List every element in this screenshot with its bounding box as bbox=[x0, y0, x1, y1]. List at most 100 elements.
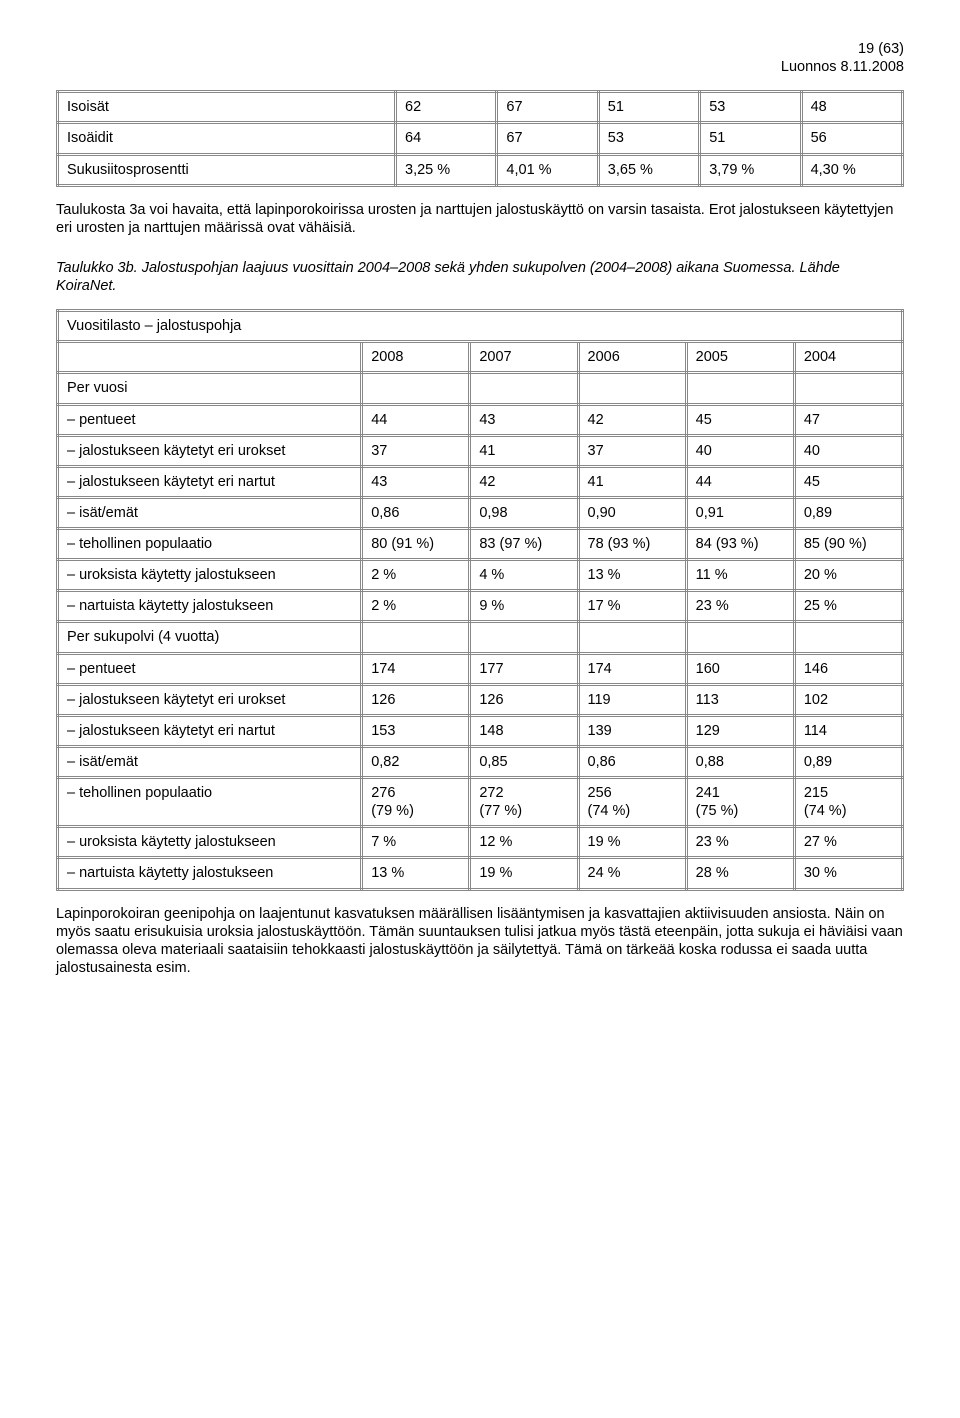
row-label: – jalostukseen käytetyt eri urokset bbox=[58, 684, 362, 715]
cell: 27 % bbox=[794, 827, 902, 858]
cell: 51 bbox=[598, 92, 699, 123]
year-header: 2005 bbox=[686, 342, 794, 373]
cell-blank bbox=[362, 373, 470, 404]
cell: 41 bbox=[470, 435, 578, 466]
cell: 78 (93 %) bbox=[578, 529, 686, 560]
table-row: – tehollinen populaatio276 (79 %)272 (77… bbox=[58, 778, 903, 827]
cell: 53 bbox=[598, 123, 699, 154]
cell: 25 % bbox=[794, 591, 902, 622]
cell: 62 bbox=[396, 92, 497, 123]
cell: 43 bbox=[470, 404, 578, 435]
cell: 0,98 bbox=[470, 497, 578, 528]
cell: 13 % bbox=[362, 858, 470, 889]
cell-blank bbox=[686, 622, 794, 653]
cell-blank bbox=[686, 373, 794, 404]
table-row: – pentueet4443424547 bbox=[58, 404, 903, 435]
cell: 0,90 bbox=[578, 497, 686, 528]
cell: 12 % bbox=[470, 827, 578, 858]
cell: 40 bbox=[794, 435, 902, 466]
cell-blank bbox=[578, 373, 686, 404]
cell: 2 % bbox=[362, 560, 470, 591]
cell: 174 bbox=[578, 653, 686, 684]
table-row: – jalostukseen käytetyt eri urokset37413… bbox=[58, 435, 903, 466]
row-label: – nartuista käytetty jalostukseen bbox=[58, 858, 362, 889]
cell: 0,89 bbox=[794, 746, 902, 777]
cell: 9 % bbox=[470, 591, 578, 622]
cell: 113 bbox=[686, 684, 794, 715]
cell: 37 bbox=[578, 435, 686, 466]
row-label: – jalostukseen käytetyt eri nartut bbox=[58, 715, 362, 746]
cell: 30 % bbox=[794, 858, 902, 889]
cell: 40 bbox=[686, 435, 794, 466]
cell: 43 bbox=[362, 466, 470, 497]
table-row: – nartuista käytetty jalostukseen13 %19 … bbox=[58, 858, 903, 889]
paragraph-1: Taulukosta 3a voi havaita, että lapinpor… bbox=[56, 201, 904, 237]
cell: 3,79 % bbox=[700, 154, 801, 185]
cell-blank bbox=[362, 622, 470, 653]
cell: 23 % bbox=[686, 591, 794, 622]
table-row: Vuositilasto – jalostuspohja bbox=[58, 311, 903, 342]
cell: 47 bbox=[794, 404, 902, 435]
cell: 4,30 % bbox=[801, 154, 902, 185]
row-label: – jalostukseen käytetyt eri nartut bbox=[58, 466, 362, 497]
cell: 67 bbox=[497, 123, 598, 154]
cell: 42 bbox=[578, 404, 686, 435]
cell: 23 % bbox=[686, 827, 794, 858]
draft-date: Luonnos 8.11.2008 bbox=[781, 59, 904, 75]
cell: 64 bbox=[396, 123, 497, 154]
cell: 48 bbox=[801, 92, 902, 123]
cell: 174 bbox=[362, 653, 470, 684]
cell-blank bbox=[794, 622, 902, 653]
cell: 67 bbox=[497, 92, 598, 123]
cell: 146 bbox=[794, 653, 902, 684]
cell-blank bbox=[794, 373, 902, 404]
cell: 42 bbox=[470, 466, 578, 497]
table-row: – uroksista käytetty jalostukseen2 %4 %1… bbox=[58, 560, 903, 591]
cell: 177 bbox=[470, 653, 578, 684]
table-row: Isoäidit6467535156 bbox=[58, 123, 903, 154]
row-label: Sukusiitosprosentti bbox=[58, 154, 396, 185]
row-label: Isoisät bbox=[58, 92, 396, 123]
cell: 0,86 bbox=[362, 497, 470, 528]
table2-caption: Taulukko 3b. Jalostuspohjan laajuus vuos… bbox=[56, 259, 904, 295]
cell: 129 bbox=[686, 715, 794, 746]
table-row: Sukusiitosprosentti3,25 %4,01 %3,65 %3,7… bbox=[58, 154, 903, 185]
table-row: – jalostukseen käytetyt eri urokset12612… bbox=[58, 684, 903, 715]
year-header: 2006 bbox=[578, 342, 686, 373]
row-label: – nartuista käytetty jalostukseen bbox=[58, 591, 362, 622]
page-ref: 19 (63) bbox=[858, 41, 904, 57]
cell: 20 % bbox=[794, 560, 902, 591]
cell: 44 bbox=[686, 466, 794, 497]
cell: 256 (74 %) bbox=[578, 778, 686, 827]
cell: 153 bbox=[362, 715, 470, 746]
cell: 0,86 bbox=[578, 746, 686, 777]
cell-blank bbox=[578, 622, 686, 653]
cell: 53 bbox=[700, 92, 801, 123]
cell: 0,85 bbox=[470, 746, 578, 777]
row-label: – pentueet bbox=[58, 404, 362, 435]
table-row: – jalostukseen käytetyt eri nartut434241… bbox=[58, 466, 903, 497]
row-label: – tehollinen populaatio bbox=[58, 778, 362, 827]
row-label: – uroksista käytetty jalostukseen bbox=[58, 827, 362, 858]
table-row: Per sukupolvi (4 vuotta) bbox=[58, 622, 903, 653]
cell: 0,82 bbox=[362, 746, 470, 777]
cell: 276 (79 %) bbox=[362, 778, 470, 827]
cell: 80 (91 %) bbox=[362, 529, 470, 560]
cell: 3,65 % bbox=[598, 154, 699, 185]
cell: 0,91 bbox=[686, 497, 794, 528]
table2-title-cell: Vuositilasto – jalostuspohja bbox=[58, 311, 903, 342]
cell: 19 % bbox=[578, 827, 686, 858]
cell: 41 bbox=[578, 466, 686, 497]
row-label: – tehollinen populaatio bbox=[58, 529, 362, 560]
table-row: – isät/emät0,820,850,860,880,89 bbox=[58, 746, 903, 777]
year-header: 2004 bbox=[794, 342, 902, 373]
table-1: Isoisät6267515348Isoäidit6467535156Sukus… bbox=[56, 90, 904, 186]
cell: 51 bbox=[700, 123, 801, 154]
cell: 272 (77 %) bbox=[470, 778, 578, 827]
cell: 139 bbox=[578, 715, 686, 746]
cell: 24 % bbox=[578, 858, 686, 889]
table-row: – tehollinen populaatio80 (91 %)83 (97 %… bbox=[58, 529, 903, 560]
paragraph-2: Lapinporokoiran geenipohja on laajentunu… bbox=[56, 905, 904, 978]
cell: 126 bbox=[470, 684, 578, 715]
cell: 85 (90 %) bbox=[794, 529, 902, 560]
